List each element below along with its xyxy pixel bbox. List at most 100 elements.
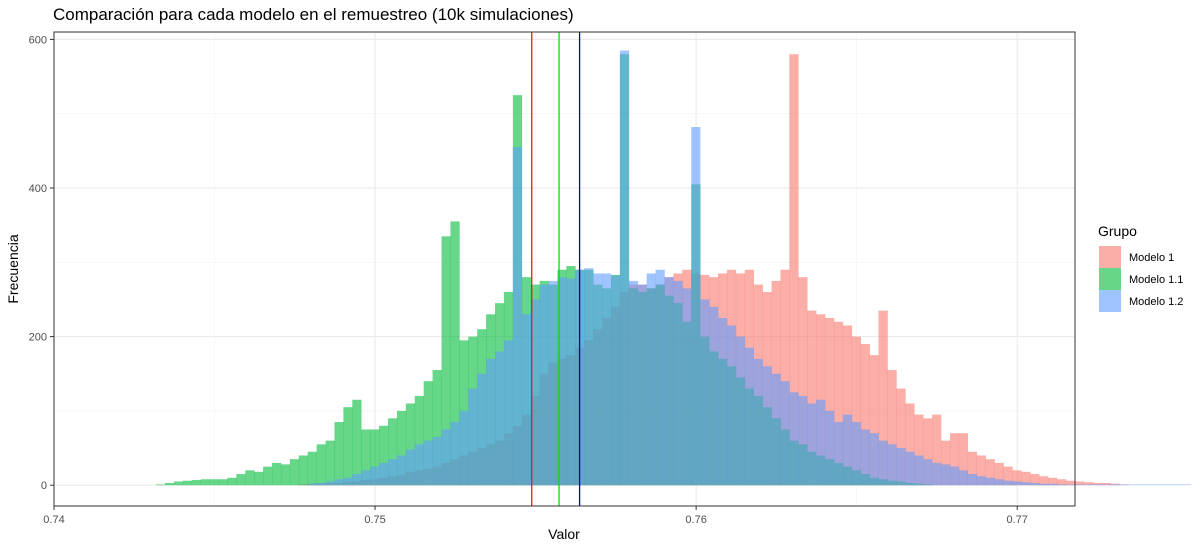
histogram-bar <box>1181 484 1192 486</box>
reference-lines <box>531 32 581 506</box>
histogram-bar <box>932 462 942 486</box>
histogram-bar <box>254 471 264 486</box>
histogram-bar <box>878 310 888 486</box>
histogram-bar <box>994 479 1004 486</box>
histogram-bar <box>789 54 799 486</box>
histogram-bar <box>280 464 291 486</box>
grid-lines <box>53 32 1075 506</box>
histogram-bar <box>182 480 193 486</box>
histogram-bar <box>450 221 460 486</box>
histogram-bar <box>762 366 772 486</box>
histogram-bar <box>307 483 317 486</box>
histogram-bar <box>1119 484 1129 486</box>
histogram-bar <box>816 399 826 486</box>
histogram-bar <box>405 403 416 486</box>
histogram-bar <box>914 414 924 486</box>
x-tick-label: 0.75 <box>364 514 385 526</box>
legend-swatch-modelo-1-2 <box>1099 290 1121 312</box>
legend-swatch-modelo-1-1 <box>1099 268 1121 290</box>
histogram-bar <box>958 470 969 486</box>
histogram-bar <box>914 455 924 486</box>
legend-title: Grupo <box>1098 223 1137 239</box>
histogram-bar <box>423 381 433 486</box>
histogram-bar <box>780 269 790 486</box>
x-tick-label: 0.74 <box>43 514 64 526</box>
legend-label-modelo-1-1: Modelo 1.1 <box>1129 274 1183 286</box>
y-axis-title: Frecuencia <box>5 234 21 303</box>
histogram-bar <box>361 470 371 486</box>
histogram-bar <box>1083 484 1093 486</box>
histogram-bar <box>932 414 942 486</box>
histogram-bar <box>1056 484 1067 486</box>
histogram-bar <box>1101 484 1111 486</box>
histogram-bar <box>1056 479 1067 486</box>
histogram-bar <box>289 459 300 486</box>
histogram-bar <box>1012 470 1022 486</box>
histogram-bar <box>726 325 737 486</box>
histogram-bar <box>503 340 514 486</box>
histogram-bar <box>1074 481 1085 486</box>
panel-border <box>53 31 1076 507</box>
histogram-bar <box>682 288 692 486</box>
y-tick-label: 400 <box>29 183 47 195</box>
histogram-bar <box>1039 476 1049 486</box>
histogram-bar <box>807 403 817 486</box>
histogram-bar <box>628 280 639 486</box>
histogram-bar <box>227 477 237 486</box>
histogram-bar <box>771 373 781 486</box>
histogram-bar <box>833 321 844 486</box>
histogram-bar <box>1110 484 1120 486</box>
histogram-bar <box>887 370 897 486</box>
histogram-bar <box>967 451 977 486</box>
histogram-bar <box>352 399 362 486</box>
histogram-bar <box>477 373 487 486</box>
histogram-bar <box>450 422 460 486</box>
histogram-bar <box>1172 484 1183 486</box>
histogram-bar <box>1083 482 1093 486</box>
histogram-bar <box>468 388 478 486</box>
histogram-bar <box>1003 466 1013 486</box>
histogram-bar <box>798 396 808 486</box>
chart-title: Comparación para cada modelo en el remue… <box>53 5 574 24</box>
histogram-bar <box>878 440 888 486</box>
histogram-bar <box>263 466 273 486</box>
histogram-bar <box>405 449 416 486</box>
histogram-bar <box>495 351 505 486</box>
histogram-bar <box>343 477 353 486</box>
histogram-bar <box>1065 480 1076 486</box>
histogram-bar <box>985 477 995 486</box>
histogram-bar <box>860 429 870 486</box>
histogram-bar <box>905 451 915 486</box>
legend: Grupo Modelo 1 Modelo 1.1 Modelo 1.2 <box>1098 223 1183 312</box>
histogram-bar <box>423 440 433 486</box>
histogram-bar <box>949 433 960 486</box>
histogram-bar <box>1074 484 1085 486</box>
histogram-bar <box>1048 477 1058 486</box>
histogram-bar <box>941 440 951 486</box>
legend-item-modelo-1: Modelo 1 <box>1099 246 1174 268</box>
histogram-bar <box>1039 483 1049 486</box>
histogram-bar <box>521 314 532 486</box>
histogram-bar <box>1065 484 1076 486</box>
x-tick-label: 0.76 <box>685 514 706 526</box>
histogram-bar <box>218 479 228 486</box>
histogram-bar <box>602 273 612 486</box>
y-tick-label: 600 <box>29 34 47 46</box>
histogram-bar <box>833 422 844 486</box>
histogram-bar <box>842 325 853 486</box>
histogram-bar <box>548 280 558 486</box>
histogram-bar <box>236 474 246 486</box>
histogram-bar <box>414 396 424 486</box>
y-axis-ticks: 0 200 400 600 <box>29 34 54 492</box>
histogram-bar <box>343 407 353 486</box>
histogram-bar <box>673 280 683 486</box>
histogram-bar <box>1021 471 1031 486</box>
histogram-bar <box>1137 484 1147 486</box>
histogram-bar <box>1030 474 1040 486</box>
histogram-bar <box>923 459 933 486</box>
histogram-bar <box>753 358 763 486</box>
histogram-bar <box>432 370 442 486</box>
histogram-bar <box>718 318 728 486</box>
histogram-bar <box>825 410 835 486</box>
